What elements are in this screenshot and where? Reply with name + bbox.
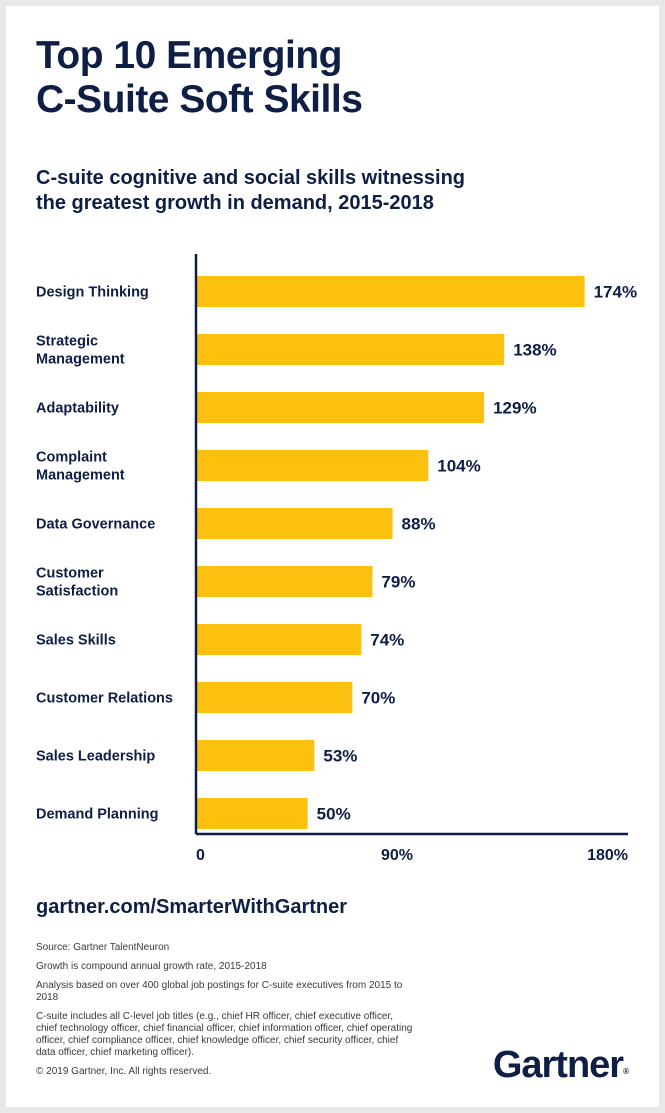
subtitle-line-2: the greatest growth in demand, 2015-2018: [36, 192, 434, 214]
bar-1: [196, 276, 585, 307]
bar-6: [196, 566, 373, 597]
category-label-line: Strategic: [36, 334, 98, 350]
bar-8: [196, 682, 353, 713]
value-label-3: 129%: [493, 399, 536, 418]
value-label-10: 50%: [317, 805, 351, 824]
category-label-2: Strategic Management: [36, 334, 125, 368]
value-label-5: 88%: [402, 515, 436, 534]
copyright: © 2019 Gartner, Inc. All rights reserved…: [36, 1066, 212, 1077]
bar-9: [196, 740, 315, 771]
category-label-line: Management: [36, 468, 125, 484]
x-tick-label-3: 180%: [587, 847, 628, 864]
category-label-3: Adaptability: [36, 401, 119, 417]
category-label-line: Customer: [36, 566, 104, 582]
analysis-note: Analysis based on over 400 global job po…: [36, 980, 403, 1003]
chart-subtitle: C-suite cognitive and social skills witn…: [36, 166, 465, 216]
category-label-line: Satisfaction: [36, 584, 118, 600]
bar-7: [196, 624, 362, 655]
category-label-4: Complaint Management: [36, 450, 125, 484]
title-line-2: C-Suite Soft Skills: [36, 78, 363, 121]
bar-5: [196, 508, 393, 539]
category-label-line: Complaint: [36, 450, 107, 466]
csuite-note: C-suite includes all C-level job titles …: [36, 1011, 413, 1058]
value-label-6: 79%: [381, 573, 415, 592]
registered-mark: ®: [623, 1067, 629, 1076]
bar-3: [196, 392, 485, 423]
source-url[interactable]: gartner.com/SmarterWithGartner: [36, 896, 348, 918]
category-label-6: Customer Satisfaction: [36, 566, 118, 600]
x-tick-label-2: 90%: [381, 847, 413, 864]
page-title: Top 10 Emerging C-Suite Soft Skills: [36, 34, 363, 122]
title-line-1: Top 10 Emerging: [36, 34, 343, 77]
footnotes: Source: Gartner TalentNeuron Growth is c…: [36, 942, 416, 1085]
source-note: Source: Gartner TalentNeuron: [36, 942, 170, 953]
bar-4: [196, 450, 429, 481]
category-label-9: Sales Leadership: [36, 749, 155, 765]
value-label-4: 104%: [437, 457, 480, 476]
bar-chart: 174% Design Thinking 138% Strategic Manageme…: [36, 254, 637, 864]
x-tick-label-1: 0: [196, 847, 205, 864]
category-label-8: Customer Relations: [36, 691, 173, 707]
category-label-5: Data Governance: [36, 517, 155, 533]
bar-10: [196, 798, 308, 829]
logo-text: Gartner: [492, 1044, 624, 1086]
value-label-1: 174%: [594, 283, 637, 302]
infographic-card: Top 10 Emerging C-Suite Soft Skills C-su…: [6, 6, 659, 1107]
value-label-7: 74%: [370, 631, 404, 650]
value-label-8: 70%: [361, 689, 395, 708]
growth-note: Growth is compound annual growth rate, 2…: [36, 961, 267, 972]
category-label-10: Demand Planning: [36, 807, 158, 823]
value-label-2: 138%: [513, 341, 556, 360]
subtitle-line-1: C-suite cognitive and social skills witn…: [36, 167, 466, 189]
gartner-logo: Gartner®: [493, 1044, 629, 1087]
bar-2: [196, 334, 505, 365]
category-label-1: Design Thinking: [36, 285, 149, 301]
category-label-7: Sales Skills: [36, 633, 116, 649]
category-label-line: Management: [36, 352, 125, 368]
value-label-9: 53%: [323, 747, 357, 766]
